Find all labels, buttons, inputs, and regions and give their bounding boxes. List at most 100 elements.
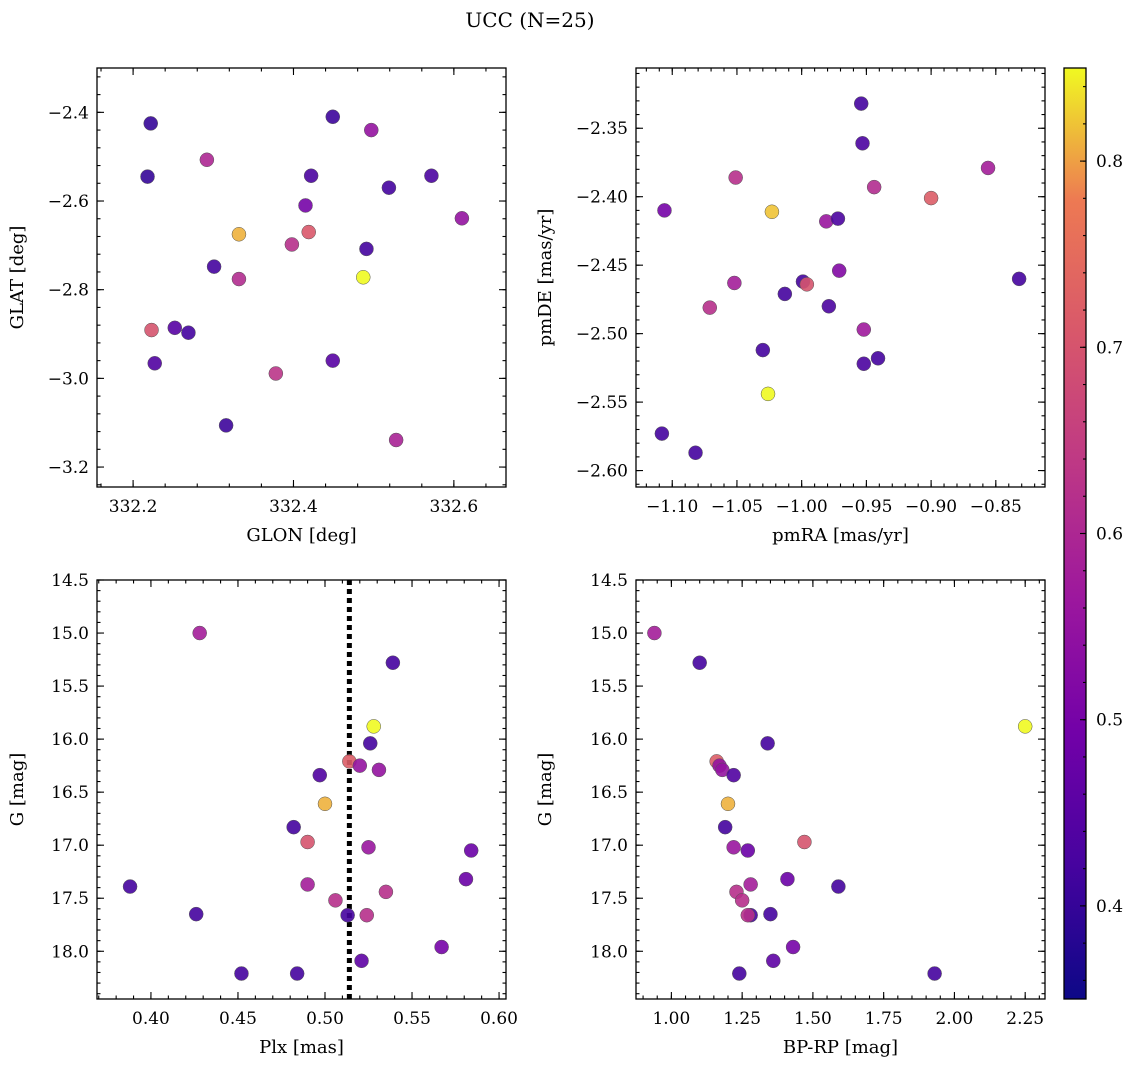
data-point [122,879,138,894]
y-tick-label: −2.4 [48,103,89,123]
data-point [143,116,158,131]
x-tick-label: 1.00 [652,1009,690,1029]
data-point [923,190,939,206]
x-tick-label: 0.60 [480,1009,518,1029]
y-tick-label: 17.0 [51,836,89,856]
y-tick-label: 16.0 [51,730,89,750]
data-point [181,325,196,340]
data-point [140,169,155,184]
data-point [766,953,781,969]
colorbar-tick-label: 0.5 [1096,711,1123,731]
y-tick-label: −2.8 [48,281,89,301]
data-point [797,834,812,850]
x-axis-label: BP-RP [mag] [783,1037,898,1058]
x-tick-label: −0.95 [840,497,892,517]
data-point [199,152,215,168]
data-point [364,122,379,138]
figure-title: UCC (N=25) [465,8,594,32]
y-tick-label: −2.45 [576,256,628,276]
data-point [325,353,341,368]
data-point [144,322,159,338]
data-point [234,966,249,981]
y-tick-label: 16.5 [590,783,628,803]
colorbar-gradient [1064,68,1086,999]
x-tick-label: 332.6 [430,497,479,517]
data-point [361,840,376,855]
data-point [300,834,315,850]
y-tick-label: −3.2 [48,458,89,478]
colorbar-tick-label: 0.7 [1096,338,1123,358]
data-point [289,966,305,981]
data-point [284,237,300,252]
data-point [717,819,733,835]
x-tick-label: −0.90 [905,497,957,517]
data-point [1011,271,1027,287]
x-tick-label: −0.85 [970,497,1022,517]
data-point [743,877,758,892]
y-tick-label: 15.5 [51,677,89,697]
g-vs-bprp-panel: 1.00 1.25 1.50 1.75 2.00 2.25 14.5 15.0 15.5 16.0… [535,571,1046,1058]
data-point [734,893,750,908]
data-point [218,418,234,433]
data-point [378,884,394,900]
y-tick-label: −2.40 [576,188,628,208]
y-axis-label: G [mag] [535,753,556,826]
x-tick-label: 0.50 [306,1009,344,1029]
data-point [830,211,846,226]
y-tick-label: 14.5 [590,571,628,591]
x-tick-label: −1.05 [711,497,763,517]
data-point [760,736,775,751]
pmde-vs-pmra-panel: −1.10 −1.05 −1.00 −0.95 −0.90 −0.85 −2.35 −2.40… [535,67,1046,546]
data-point [362,736,378,751]
x-tick-label: −1.00 [776,497,828,517]
data-point [927,966,942,981]
data-point [831,879,846,894]
data-point [728,170,743,185]
axes-frame [635,579,1046,1000]
y-tick-label: −2.60 [576,462,628,482]
data-point [312,767,328,783]
x-tick-label: 2.00 [935,1009,973,1029]
data-point [692,655,707,670]
y-tick-label: −2.50 [576,325,628,345]
data-point [388,432,404,448]
colorbar-tick-label: 0.4 [1096,897,1123,917]
data-point [359,241,374,257]
data-point [424,168,439,183]
colorbar: 0.4 0.5 0.6 0.7 0.8 [1063,67,1123,1000]
x-tick-label: 332.4 [269,497,318,517]
data-point [463,843,479,858]
data-point [352,758,368,773]
x-tick-label: 0.45 [219,1009,257,1029]
data-point [366,719,381,734]
data-point [980,160,996,176]
data-point [720,796,736,812]
glat-vs-glon-panel: 332.2 332.4 332.6 −2.4 −2.6 −2.8 −3.0 −3.2 GLON … [7,67,507,546]
data-point [340,907,355,923]
data-point [654,426,670,441]
data-point [458,871,474,887]
data-point [356,270,371,285]
data-point [856,356,872,372]
data-point [188,906,204,922]
data-point [726,767,741,783]
data-point [740,907,756,923]
data-point [821,299,837,314]
y-tick-label: 16.5 [51,783,89,803]
data-point [328,893,343,908]
x-tick-label: 0.40 [132,1009,170,1029]
y-axis-label: pmDE [mas/yr] [535,209,556,347]
data-point [286,819,301,835]
data-point [371,762,387,778]
data-point [317,796,333,812]
x-tick-label: 1.50 [794,1009,832,1029]
y-tick-label: −2.35 [576,119,628,139]
data-point [853,96,869,111]
y-tick-label: −3.0 [48,369,89,389]
data-point [647,625,662,641]
y-tick-label: −2.55 [576,393,628,413]
data-point [764,204,780,220]
data-point [268,366,284,381]
data-point [799,277,815,292]
